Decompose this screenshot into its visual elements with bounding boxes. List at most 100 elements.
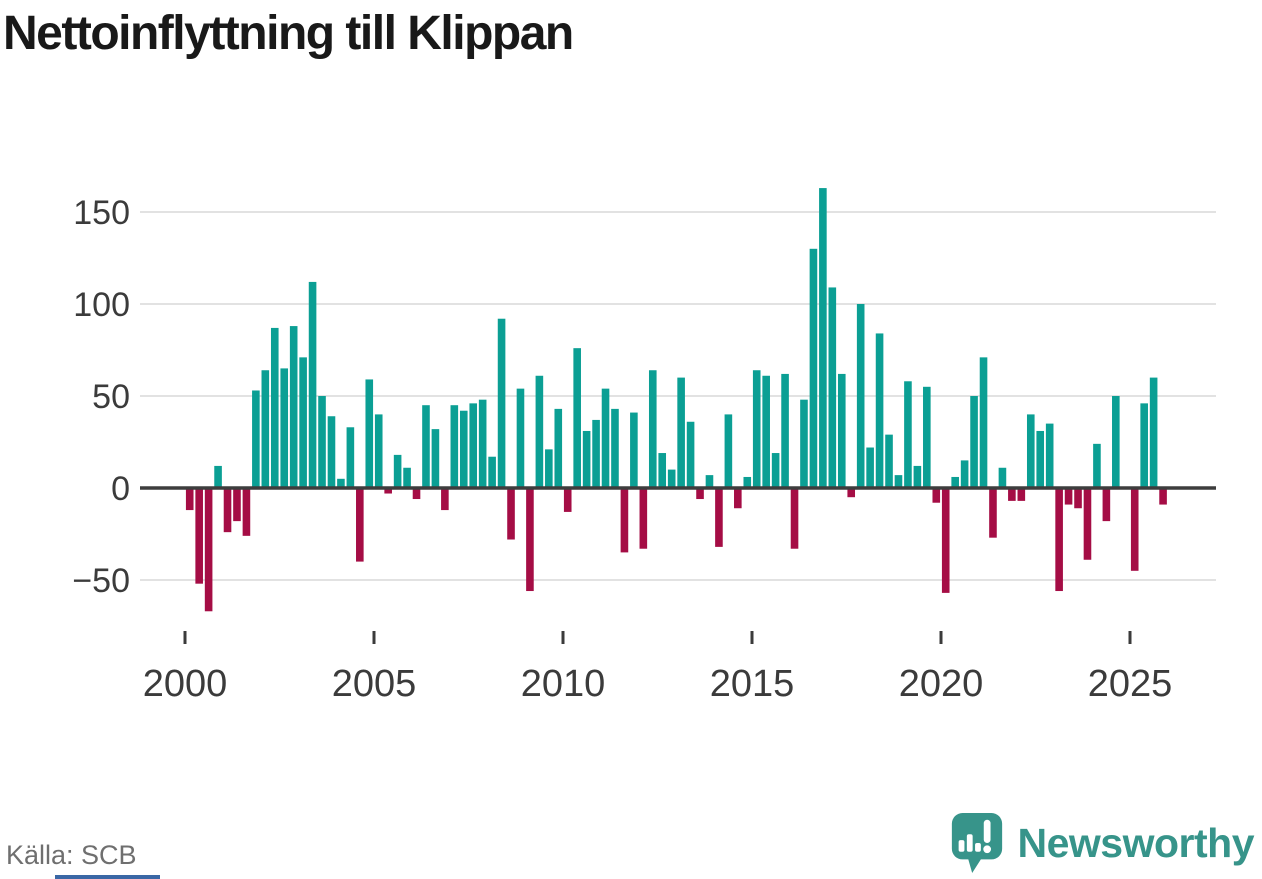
x-tick-label-2005: 2005: [332, 663, 417, 705]
bar-2022Q1: [1017, 488, 1026, 501]
bar-2020Q4: [970, 396, 978, 488]
bar-2018Q3: [885, 434, 893, 488]
bar-2019Q4: [932, 488, 941, 503]
bar-2009Q4: [554, 408, 563, 488]
bar-2003Q2: [308, 281, 317, 488]
bar-2000Q1: [185, 488, 194, 511]
bar-2002Q2: [270, 327, 279, 488]
bar-2000Q2: [195, 488, 203, 584]
bar-2011Q3: [620, 488, 629, 553]
bar-2013Q3: [696, 488, 704, 500]
bar-2019Q3: [923, 386, 931, 488]
migration-bar-chart: −50 0 50 100 150 2000 2005 2010 2015 2020 2025: [72, 188, 1216, 705]
bar-2006Q3: [431, 429, 440, 488]
bar-2015Q4: [781, 373, 789, 488]
bar-2004Q1: [337, 478, 345, 488]
bar-2015Q2: [762, 375, 770, 488]
bar-2009Q3: [545, 449, 553, 488]
bar-2020Q2: [951, 476, 959, 488]
bar-2009Q2: [535, 375, 544, 488]
bar-2025Q1: [1130, 488, 1139, 571]
bar-2017Q3: [847, 488, 856, 498]
bar-2001Q1: [223, 488, 232, 533]
bar-2007Q4: [478, 399, 487, 488]
newsworthy-speech-bubble-chart-icon: [951, 813, 1002, 873]
bar-2005Q3: [393, 454, 402, 488]
bar-2014Q2: [724, 414, 733, 488]
bar-2011Q4: [630, 412, 638, 488]
bar-2003Q3: [318, 396, 326, 488]
brand-name: Newsworthy: [1017, 819, 1255, 866]
bar-2021Q2: [989, 488, 997, 538]
bar-2012Q1: [639, 488, 648, 549]
x-tick-label-2000: 2000: [143, 663, 228, 705]
page-title: Nettoinflyttning till Klippan: [3, 7, 574, 60]
bar-2000Q4: [214, 465, 222, 488]
bar-2007Q3: [469, 403, 478, 488]
bar-2000Q3: [204, 488, 213, 612]
bar-2016Q2: [800, 399, 808, 488]
bar-2021Q1: [979, 357, 988, 488]
bar-2024Q3: [1112, 396, 1120, 488]
bar-2022Q2: [1026, 414, 1035, 488]
bar-2025Q3: [1149, 377, 1158, 488]
bar-2009Q1: [526, 488, 534, 592]
accent-strip: [55, 875, 160, 879]
x-tick-label-2020: 2020: [899, 663, 984, 705]
x-tick-label-2015: 2015: [710, 663, 795, 705]
bar-2008Q1: [488, 456, 496, 488]
bar-2005Q2: [384, 488, 392, 494]
bar-2016Q3: [809, 248, 818, 488]
bar-2014Q3: [734, 488, 742, 509]
bar-2001Q3: [242, 488, 251, 536]
bar-2005Q1: [374, 414, 383, 488]
bar-2002Q1: [261, 370, 270, 488]
bar-2004Q4: [365, 379, 374, 488]
bar-2014Q4: [743, 476, 752, 488]
bar-2023Q2: [1064, 488, 1073, 505]
bar-2012Q4: [667, 469, 676, 488]
bar-2012Q2: [648, 370, 657, 488]
bar-2007Q1: [450, 405, 459, 488]
bar-2003Q1: [299, 357, 307, 488]
bar-2018Q4: [894, 475, 903, 488]
bar-2001Q2: [233, 488, 241, 522]
bar-2025Q4: [1159, 488, 1167, 505]
y-tick-label--50: −50: [72, 562, 130, 600]
bar-2015Q1: [752, 370, 761, 488]
bar-2006Q4: [441, 488, 449, 511]
bar-2021Q3: [998, 467, 1007, 488]
bar-2006Q1: [412, 488, 421, 500]
bar-2011Q2: [611, 408, 619, 488]
bar-2001Q4: [252, 390, 260, 488]
bar-2004Q3: [356, 488, 364, 562]
bar-2017Q2: [837, 373, 846, 488]
bar-2020Q1: [941, 488, 950, 593]
bar-2021Q4: [1008, 488, 1016, 501]
bar-2010Q3: [582, 430, 591, 488]
bar-2006Q2: [422, 405, 430, 488]
bar-2010Q4: [592, 419, 600, 488]
source-label: Källa: SCB: [6, 840, 137, 870]
bar-2019Q1: [904, 381, 912, 488]
bar-2015Q3: [771, 453, 780, 488]
bar-2012Q3: [658, 453, 667, 488]
y-tick-label-100: 100: [73, 286, 130, 324]
bar-2022Q4: [1045, 423, 1054, 488]
bar-2024Q1: [1093, 443, 1101, 488]
bar-2013Q2: [686, 421, 695, 488]
bar-2016Q4: [819, 188, 827, 488]
bar-2007Q2: [459, 410, 468, 488]
bar-2023Q1: [1055, 488, 1063, 592]
bar-2014Q1: [715, 488, 723, 547]
bar-2002Q3: [280, 368, 289, 488]
bar-2025Q2: [1140, 403, 1148, 488]
bar-2003Q4: [327, 416, 336, 488]
bar-2010Q2: [573, 348, 581, 488]
bar-2024Q2: [1102, 488, 1111, 522]
newsworthy-logo: Newsworthy: [948, 810, 1255, 876]
y-tick-label-0: 0: [111, 470, 130, 508]
bar-2017Q1: [828, 287, 837, 488]
bar-2018Q1: [866, 447, 874, 488]
bar-2002Q4: [289, 326, 298, 488]
